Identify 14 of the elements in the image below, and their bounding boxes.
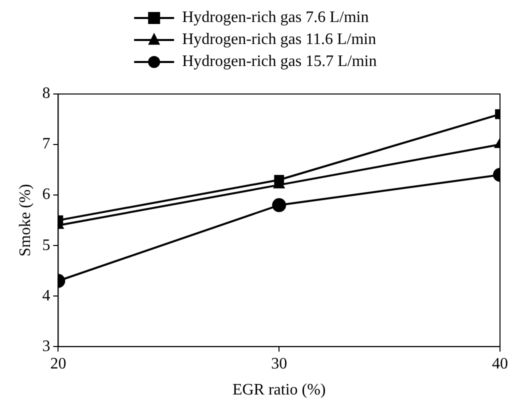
- legend-label: Hydrogen-rich gas 7.6 L/min: [182, 9, 369, 26]
- y-tick-label: 6: [42, 186, 50, 204]
- x-tick-label: 20: [50, 355, 66, 372]
- y-tick-label: 5: [42, 236, 50, 254]
- legend-label: Hydrogen-rich gas 15.7 L/min: [182, 53, 377, 70]
- y-tick-label: 4: [42, 287, 50, 304]
- y-axis-title: Smoke (%): [16, 184, 34, 257]
- y-tick-label: 3: [42, 338, 50, 355]
- x-tick-label: 30: [271, 355, 288, 372]
- y-tick-label: 8: [42, 85, 50, 102]
- legend-label: Hydrogen-rich gas 11.6 L/min: [182, 31, 376, 48]
- x-tick-label: 40: [492, 355, 508, 372]
- y-tick-label: 7: [42, 136, 50, 153]
- x-axis-title: EGR ratio (%): [232, 382, 326, 399]
